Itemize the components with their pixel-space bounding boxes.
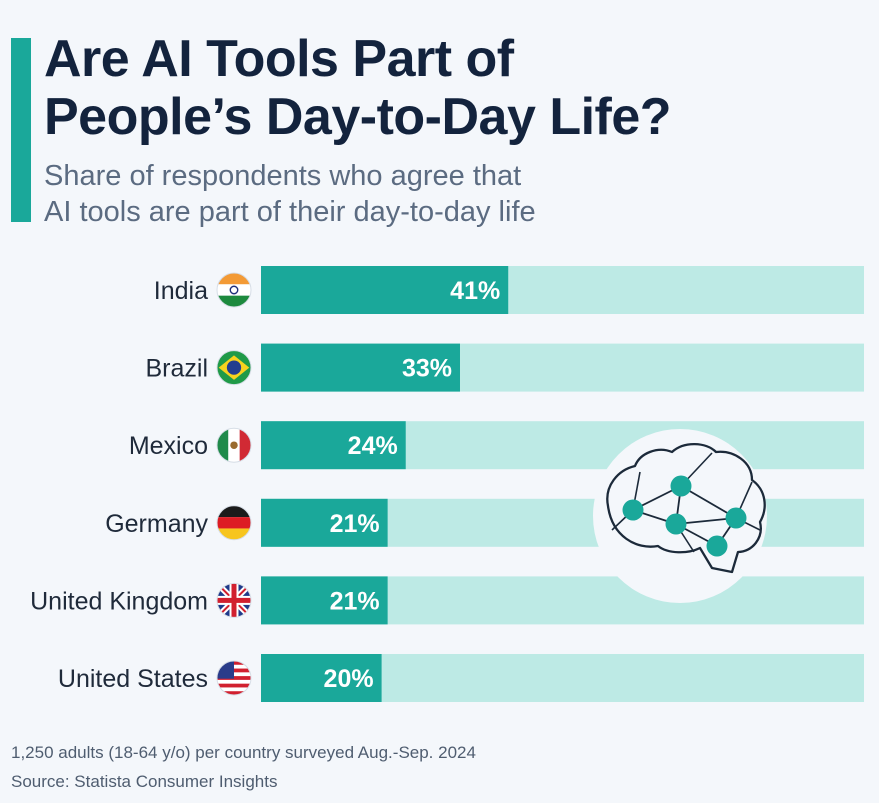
footer-source: Source: Statista Consumer Insights (11, 772, 278, 791)
footer: 1,250 adults (18-64 y/o) per country sur… (11, 738, 811, 796)
bar-india (261, 266, 509, 314)
accent-bar (11, 38, 31, 222)
bar-row-united-states: United States (58, 654, 864, 702)
category-label: India (154, 277, 208, 305)
chart-title-line-1: Are AI Tools Part of (44, 30, 514, 88)
value-label: 41% (450, 277, 500, 305)
category-label: United States (58, 665, 208, 693)
category-label: Mexico (129, 432, 208, 460)
chart-title-line-2: People’s Day-to-Day Life? (44, 88, 672, 146)
category-label: United Kingdom (30, 587, 208, 615)
value-label: 33% (402, 355, 452, 383)
brazil-flag-icon (216, 350, 252, 386)
chart-subtitle-line-2: AI tools are part of their day-to-day li… (44, 196, 536, 228)
bar-mexico (261, 421, 406, 470)
bar-row-india: India (154, 266, 864, 314)
chart-subtitle-line-1: Share of respondents who agree that (44, 160, 522, 192)
bar-united-kingdom (261, 576, 388, 625)
value-label: 21% (330, 510, 380, 538)
bar-chart: India Brazil Mexico Germany United Kingdom Un… (30, 266, 864, 702)
chart-subtitle: Share of respondents who agree that AI t… (44, 158, 844, 230)
category-label: Brazil (145, 355, 208, 383)
bar-row-brazil: Brazil (145, 343, 864, 392)
brain-network-icon (593, 429, 767, 603)
united-states-flag-icon (216, 660, 252, 696)
bar-brazil (261, 343, 460, 392)
value-label: 24% (348, 432, 398, 460)
value-label: 20% (324, 665, 374, 693)
germany-flag-icon (216, 505, 252, 541)
bar-united-states (261, 654, 382, 702)
mexico-flag-icon (216, 427, 252, 463)
bar-row-mexico: Mexico (129, 421, 864, 470)
footer-note: 1,250 adults (18-64 y/o) per country sur… (11, 743, 476, 762)
bar-germany (261, 498, 388, 547)
india-flag-icon (216, 272, 252, 308)
value-label: 21% (330, 587, 380, 615)
chart-title: Are AI Tools Part of People’s Day-to-Day… (44, 30, 864, 146)
category-label: Germany (105, 510, 208, 538)
bar-row-united-kingdom: United Kingdom (30, 576, 864, 625)
united-kingdom-flag-icon (216, 582, 252, 618)
